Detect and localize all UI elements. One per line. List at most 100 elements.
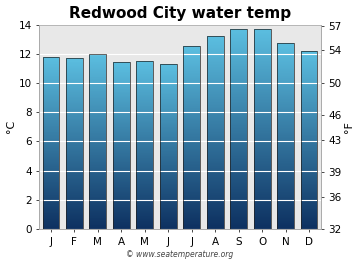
Bar — [42, 220, 59, 221]
Bar — [136, 164, 153, 165]
Bar — [160, 92, 177, 93]
Bar — [113, 186, 130, 187]
Bar — [42, 57, 59, 229]
Bar — [277, 110, 294, 111]
Bar — [230, 72, 247, 73]
Bar — [160, 110, 177, 111]
Bar — [113, 227, 130, 228]
Bar — [230, 54, 247, 55]
Bar — [254, 203, 271, 204]
Bar — [207, 171, 224, 172]
Bar — [254, 128, 271, 129]
Bar — [254, 87, 271, 88]
Bar — [183, 195, 200, 196]
Bar — [230, 80, 247, 81]
Bar — [66, 118, 83, 119]
Bar — [89, 67, 106, 68]
Bar — [136, 175, 153, 176]
Bar — [230, 55, 247, 56]
Bar — [160, 95, 177, 96]
Bar — [183, 165, 200, 166]
Text: © www.seatemperature.org: © www.seatemperature.org — [126, 250, 234, 259]
Bar — [301, 218, 318, 219]
Bar — [160, 134, 177, 135]
Bar — [254, 114, 271, 115]
Bar — [42, 167, 59, 168]
Bar — [183, 88, 200, 89]
Bar — [183, 211, 200, 212]
Bar — [42, 138, 59, 139]
Bar — [136, 124, 153, 125]
Bar — [66, 117, 83, 118]
Bar — [230, 86, 247, 87]
Bar — [136, 200, 153, 201]
Bar — [183, 191, 200, 192]
Bar — [89, 131, 106, 132]
Bar — [42, 211, 59, 212]
Bar — [230, 196, 247, 197]
Bar — [113, 88, 130, 89]
Bar — [113, 174, 130, 175]
Bar — [254, 44, 271, 45]
Bar — [113, 70, 130, 71]
Bar — [113, 63, 130, 64]
Bar — [136, 219, 153, 220]
Bar — [42, 106, 59, 107]
Bar — [207, 91, 224, 92]
Bar — [277, 182, 294, 183]
Bar — [183, 169, 200, 170]
Bar — [254, 104, 271, 105]
Bar — [277, 118, 294, 119]
Bar — [230, 193, 247, 194]
Bar — [183, 126, 200, 127]
Bar — [160, 183, 177, 184]
Bar — [113, 209, 130, 210]
Bar — [136, 163, 153, 164]
Bar — [183, 122, 200, 123]
Bar — [254, 41, 271, 42]
Bar — [42, 189, 59, 190]
Bar — [160, 72, 177, 73]
Bar — [277, 191, 294, 192]
Bar — [66, 115, 83, 116]
Bar — [89, 81, 106, 82]
Bar — [277, 164, 294, 165]
Bar — [207, 174, 224, 175]
Bar — [160, 151, 177, 152]
Bar — [89, 80, 106, 81]
Bar — [207, 208, 224, 209]
Bar — [277, 54, 294, 55]
Bar — [277, 197, 294, 198]
Bar — [113, 91, 130, 92]
Bar — [277, 205, 294, 206]
Bar — [160, 69, 177, 70]
Bar — [254, 50, 271, 51]
Bar — [183, 81, 200, 82]
Bar — [136, 158, 153, 159]
Bar — [136, 143, 153, 144]
Bar — [183, 208, 200, 209]
Bar — [207, 100, 224, 101]
Bar — [160, 159, 177, 160]
Bar — [254, 54, 271, 55]
Bar — [207, 55, 224, 56]
Bar — [136, 149, 153, 150]
Bar — [254, 90, 271, 91]
Bar — [66, 60, 83, 61]
Bar — [230, 228, 247, 229]
Bar — [66, 76, 83, 77]
Bar — [136, 112, 153, 113]
Bar — [207, 71, 224, 72]
Bar — [183, 174, 200, 175]
Bar — [277, 175, 294, 176]
Bar — [183, 197, 200, 198]
Bar — [230, 206, 247, 207]
Bar — [160, 78, 177, 79]
Bar — [230, 129, 247, 130]
Bar — [230, 44, 247, 45]
Bar — [89, 123, 106, 124]
Bar — [277, 138, 294, 139]
Bar — [254, 91, 271, 92]
Bar — [160, 153, 177, 154]
Bar — [301, 51, 318, 229]
